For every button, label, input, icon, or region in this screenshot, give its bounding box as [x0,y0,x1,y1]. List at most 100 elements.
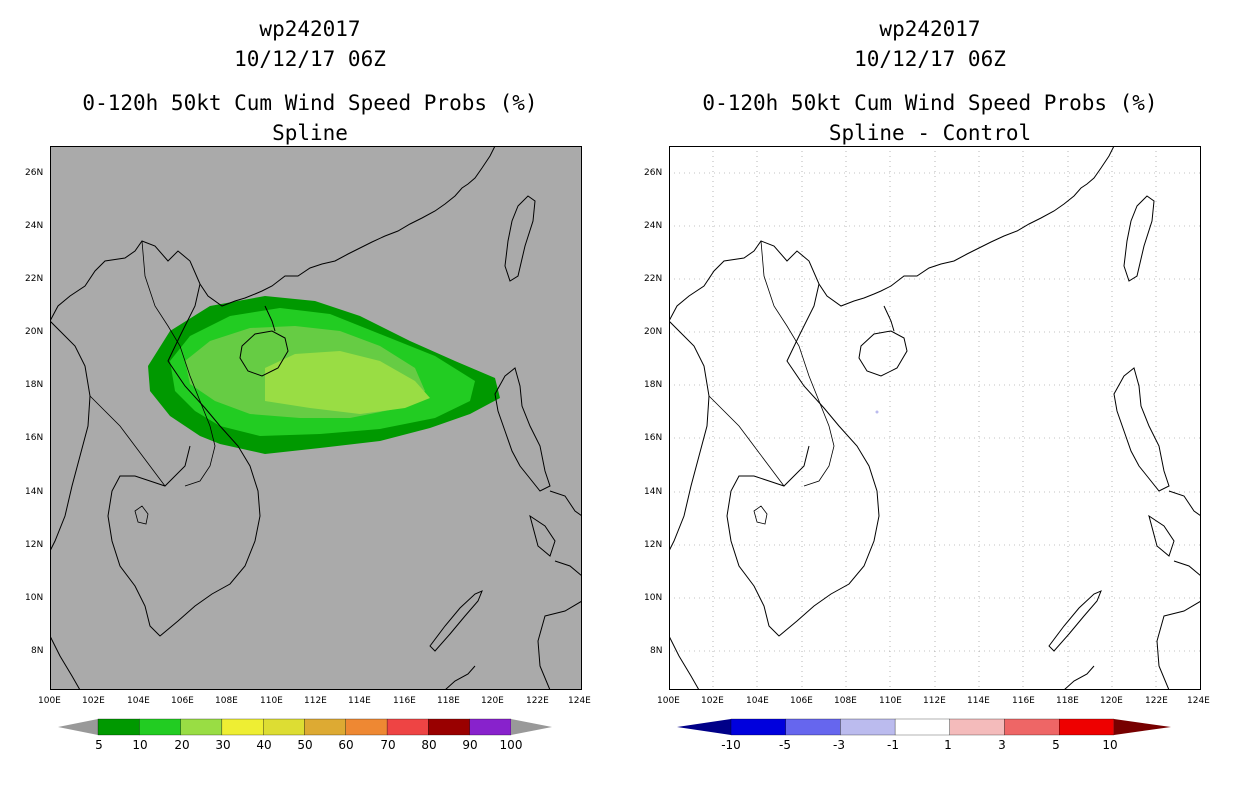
lon-124e: 124E [568,696,591,706]
cbar-label-10: 10 [1102,738,1118,752]
prob-contour-30 [265,351,430,414]
cbar-label-40: 40 [256,738,272,752]
right-map-background [669,146,1201,690]
colorbar-cell [469,718,512,736]
lon-108e: 108E [215,696,238,706]
colorbar-cell [840,718,896,736]
cbar-label-70: 70 [380,738,396,752]
lon-120e: 120E [481,696,504,706]
colorbar-cell [139,718,181,736]
lon-124e: 124E [1187,696,1210,706]
cbar-label-neg5: -5 [779,738,791,752]
lon-122e: 122E [1145,696,1168,706]
cbar-label-50: 50 [297,738,313,752]
cbar-label-90: 90 [462,738,478,752]
left-colorbar [58,718,552,736]
cbar-label-5: 5 [1052,738,1060,752]
right-product-title: 0-120h 50kt Cum Wind Speed Probs (%) [702,91,1158,115]
left-datetime: 10/12/17 06Z [234,47,386,71]
lat-14n: 14N [644,487,663,497]
lon-110e: 110E [260,696,283,706]
lon-116e: 116E [1012,696,1035,706]
lon-112e: 112E [923,696,946,706]
left-cbar-arrow-low [58,719,98,735]
lat-8n: 8N [31,646,44,656]
lon-118e: 118E [437,696,460,706]
colorbar-cell [1004,718,1060,736]
colorbar-cell [428,718,470,736]
right-grid [669,146,1201,690]
left-map-panel [50,146,582,690]
cbar-label-neg10: -10 [721,738,741,752]
cbar-label-30: 30 [215,738,231,752]
lon-108e: 108E [834,696,857,706]
lat-24n: 24N [25,221,44,231]
lon-118e: 118E [1056,696,1079,706]
right-datetime: 10/12/17 06Z [854,47,1006,71]
lon-100e: 100E [657,696,680,706]
lat-22n: 22N [25,274,44,284]
lat-18n: 18N [25,380,44,390]
lon-104e: 104E [746,696,769,706]
colorbar-cell [345,718,388,736]
lon-120e: 120E [1100,696,1123,706]
lon-106e: 106E [171,696,194,706]
left-storm-id: wp242017 [259,17,361,41]
lat-16n: 16N [644,433,663,443]
lat-24n: 24N [644,221,663,231]
lat-18n: 18N [644,380,663,390]
diff-spot [875,410,879,414]
cbar-label-10: 10 [132,738,148,752]
colorbar-cell [386,718,429,736]
lon-110e: 110E [879,696,902,706]
lon-102e: 102E [82,696,105,706]
right-cbar-arrow-low [677,719,731,735]
left-cbar-arrow-high [511,719,552,735]
lat-20n: 20N [644,327,663,337]
lat-16n: 16N [25,433,44,443]
left-product-title: 0-120h 50kt Cum Wind Speed Probs (%) [82,91,538,115]
lon-116e: 116E [393,696,416,706]
lat-12n: 12N [25,540,44,550]
lat-20n: 20N [25,327,44,337]
lon-112e: 112E [304,696,327,706]
lat-12n: 12N [644,540,663,550]
lon-114e: 114E [348,696,371,706]
colorbar-cell [263,718,305,736]
colorbar-cell [221,718,264,736]
colorbar-cell [949,718,1005,736]
colorbar-cell [730,718,786,736]
right-cbar-arrow-high [1114,719,1171,735]
lat-8n: 8N [650,646,663,656]
lat-22n: 22N [644,274,663,284]
left-method-title: Spline [272,121,348,145]
colorbar-cell [1059,718,1115,736]
lat-10n: 10N [644,593,663,603]
lon-114e: 114E [967,696,990,706]
lon-122e: 122E [526,696,549,706]
lat-10n: 10N [25,593,44,603]
cbar-label-80: 80 [421,738,437,752]
cbar-label-5: 5 [95,738,103,752]
lon-102e: 102E [701,696,724,706]
lat-26n: 26N [644,168,663,178]
colorbar-cell [894,718,950,736]
right-colorbar [677,718,1171,736]
lon-100e: 100E [38,696,61,706]
colorbar-cell [304,718,346,736]
right-storm-id: wp242017 [879,17,981,41]
colorbar-cell [97,718,140,736]
cbar-label-60: 60 [338,738,354,752]
cbar-label-1: 1 [944,738,952,752]
colorbar-cell [785,718,841,736]
cbar-label-neg3: -3 [833,738,845,752]
lon-104e: 104E [127,696,150,706]
left-map-svg [50,146,582,690]
lat-26n: 26N [25,168,44,178]
cbar-label-neg1: -1 [887,738,899,752]
right-map-panel [669,146,1201,690]
cbar-label-100: 100 [499,738,523,752]
cbar-label-3: 3 [998,738,1006,752]
right-map-svg [669,146,1201,690]
cbar-label-20: 20 [174,738,190,752]
